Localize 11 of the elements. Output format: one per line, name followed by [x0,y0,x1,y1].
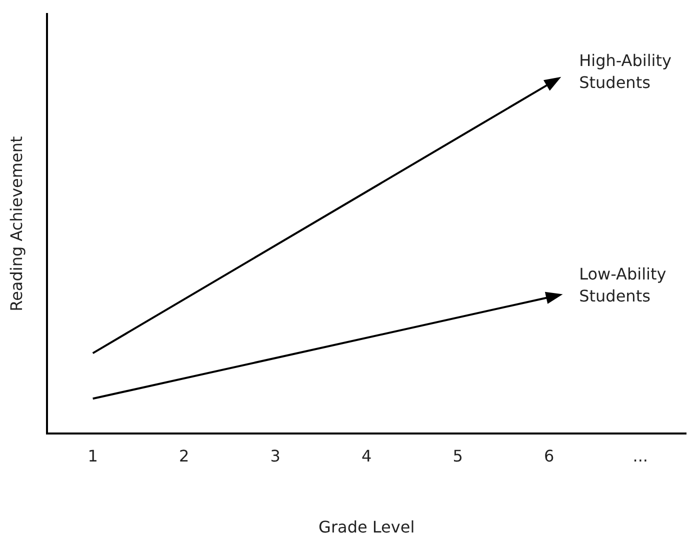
x-tick-label: 4 [362,446,372,466]
y-axis-title: Reading Achievement [6,136,26,312]
x-axis-title: Grade Level [318,518,415,537]
series-label: High-Ability Students [579,51,672,92]
x-tick-label: 3 [270,446,280,466]
x-tick-label: 1 [88,446,98,466]
x-tick-label: ... [632,446,648,466]
x-tick-label: 6 [544,446,554,466]
x-tick-label: 2 [178,446,190,466]
series-label: Low-Ability Students [579,264,666,306]
x-tick-label: 5 [452,446,463,466]
